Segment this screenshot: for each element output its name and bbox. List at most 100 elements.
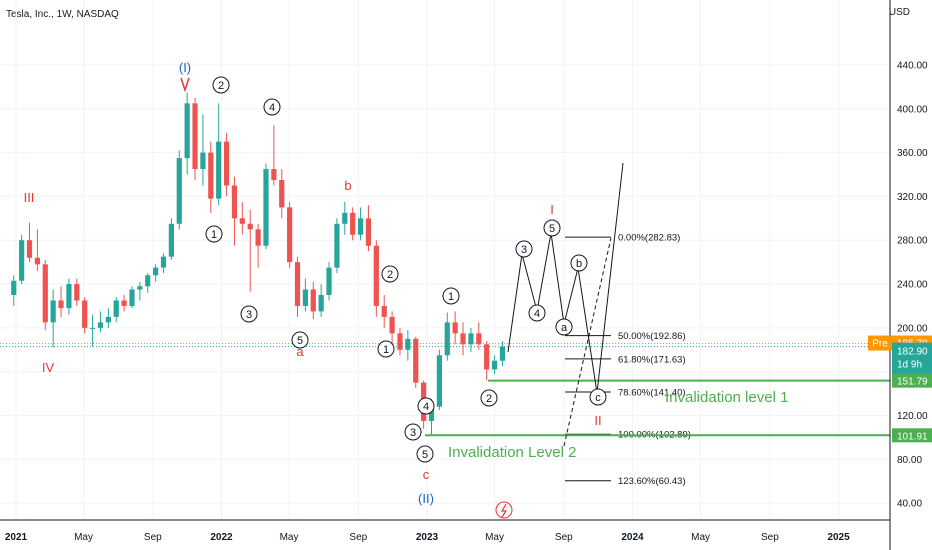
- y-tick-label: 440.00: [897, 60, 928, 71]
- candle: [350, 207, 356, 241]
- fib-level-label: 0.00%(282.83): [618, 233, 680, 244]
- x-tick-label: Sep: [555, 532, 573, 543]
- wave-label-red: II: [594, 413, 601, 428]
- fib-trend-line: [563, 237, 612, 447]
- svg-text:2: 2: [218, 80, 224, 92]
- wave-label-blue: (II): [418, 491, 434, 506]
- candle: [153, 264, 159, 282]
- x-tick-label: 2023: [416, 532, 439, 543]
- candle: [74, 278, 80, 306]
- svg-text:3: 3: [410, 427, 416, 439]
- wave-label-circled: 2: [381, 265, 399, 283]
- candle: [436, 349, 442, 411]
- x-tick-label: 2021: [5, 532, 28, 543]
- candle: [452, 311, 458, 345]
- fib-level-label: 61.80%(171.63): [618, 354, 686, 365]
- candle: [121, 295, 127, 312]
- svg-text:4: 4: [534, 308, 540, 320]
- candle: [342, 201, 348, 235]
- x-tick-label: May: [74, 532, 93, 543]
- y-tick-label: 80.00: [897, 455, 922, 466]
- wave-label-circled: a: [555, 318, 573, 336]
- svg-text:4: 4: [423, 401, 429, 413]
- currency-label: USD: [888, 7, 910, 18]
- y-tick-label: 320.00: [897, 192, 928, 203]
- svg-text:3: 3: [246, 309, 252, 321]
- svg-text:1: 1: [211, 229, 217, 241]
- candle: [357, 207, 364, 241]
- candle: [26, 222, 33, 263]
- svg-text:2: 2: [387, 269, 393, 281]
- time-axis[interactable]: 2021 May Sep 2022 May Sep 2023 May Sep 2024 May Sep…: [5, 532, 850, 543]
- invalidation-label: Invalidation level 1: [665, 389, 788, 406]
- wave-label-circled: 4: [417, 397, 435, 415]
- svg-text:a: a: [561, 322, 568, 334]
- y-tick-label: 40.00: [897, 499, 922, 510]
- candle: [223, 132, 230, 197]
- candle: [216, 103, 222, 206]
- candle: [491, 355, 498, 374]
- wave-marker: [180, 77, 190, 93]
- x-tick-label: Sep: [349, 532, 367, 543]
- candle: [294, 256, 301, 317]
- wave-label-red: I: [550, 202, 554, 217]
- candle: [373, 240, 379, 317]
- event-marker[interactable]: [495, 501, 513, 519]
- wave-label-circled: 1: [442, 287, 460, 305]
- candle: [460, 322, 466, 356]
- candle: [50, 289, 56, 348]
- candle: [200, 114, 206, 186]
- wave-label-circled: 3: [240, 305, 258, 323]
- candle: [247, 209, 253, 292]
- candle: [405, 330, 411, 361]
- fib-level-label: 78.60%(141.40): [618, 388, 686, 399]
- wave-label-circled: 3: [404, 423, 422, 441]
- wave-label-circled: 1: [377, 340, 395, 358]
- svg-text:182.90: 182.90: [897, 347, 928, 358]
- candle: [11, 275, 17, 306]
- candle: [444, 312, 450, 361]
- invalidation-label: Invalidation Level 2: [448, 444, 576, 461]
- projection-path: [507, 162, 624, 394]
- y-tick-label: 200.00: [897, 323, 928, 334]
- y-tick-label: 240.00: [897, 280, 928, 291]
- wave-projection[interactable]: [507, 162, 624, 447]
- candle: [58, 286, 64, 317]
- candle: [239, 201, 245, 235]
- svg-text:5: 5: [297, 335, 303, 347]
- candle: [42, 259, 48, 331]
- svg-text:1: 1: [448, 291, 454, 303]
- pre-tag: [868, 335, 892, 351]
- candle: [334, 218, 340, 274]
- svg-text:b: b: [576, 258, 582, 270]
- candle: [468, 327, 474, 352]
- candle: [160, 253, 167, 274]
- invalidation-lines[interactable]: Invalidation level 1 Invalidation Level 2: [425, 379, 890, 461]
- svg-text:c: c: [595, 392, 601, 404]
- fib-level-label: 50.00%(192.86): [618, 331, 686, 342]
- x-tick-label: May: [691, 532, 710, 543]
- svg-text:101.91: 101.91: [897, 431, 928, 442]
- candle: [168, 218, 174, 260]
- candle: [137, 281, 143, 301]
- candle: [231, 176, 238, 246]
- last-price-badge: [892, 342, 932, 379]
- candle: [192, 97, 198, 180]
- candle: [66, 278, 72, 315]
- y-tick-label: 400.00: [897, 104, 928, 115]
- svg-text:1: 1: [383, 344, 389, 356]
- x-tick-label: Sep: [144, 532, 162, 543]
- wave-label-circled: c: [589, 388, 607, 406]
- wave-label-red: IV: [42, 360, 55, 375]
- svg-text:151.79: 151.79: [897, 377, 928, 388]
- chart-title: Tesla, Inc., 1W, NASDAQ: [6, 9, 119, 20]
- candle: [389, 311, 395, 345]
- invalidation-price-badge: [892, 373, 932, 388]
- fib-retracement[interactable]: 0.00%(282.83) 50.00%(192.86) 61.80%(171.63…: [565, 233, 691, 488]
- candle: [176, 150, 182, 230]
- svg-text:4: 4: [269, 102, 275, 114]
- x-tick-label: 2025: [827, 532, 850, 543]
- lightning-icon[interactable]: [495, 501, 513, 519]
- wave-label-circled: 5: [543, 219, 561, 237]
